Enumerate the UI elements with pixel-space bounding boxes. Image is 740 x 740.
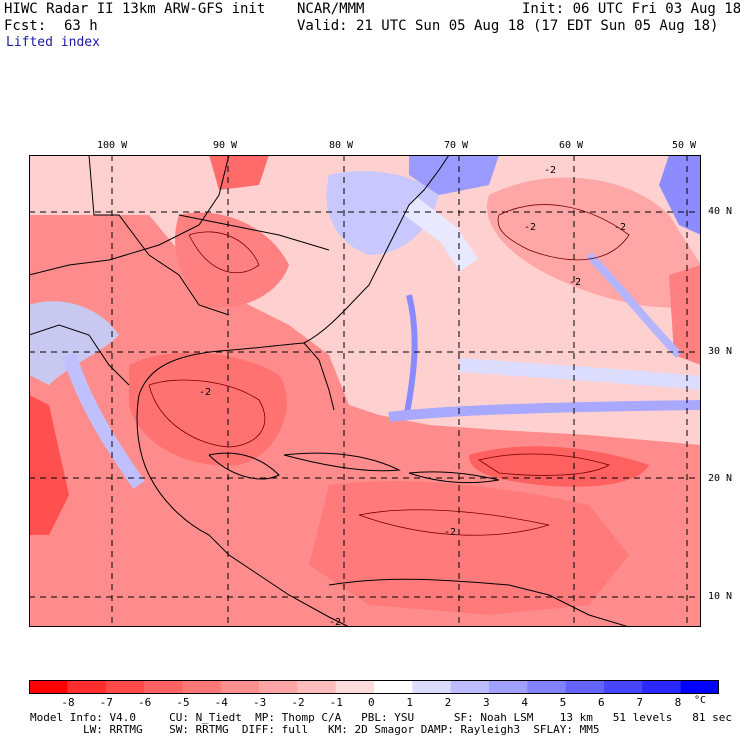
contour — [148, 379, 266, 448]
model-physics: LW: RRTMG SW: RRTMG DIFF: full KM: 2D Sm… — [30, 723, 600, 736]
lon-label: 100 W — [97, 140, 128, 151]
contour-label: -2 — [544, 165, 556, 176]
contour-label: -2 — [444, 527, 456, 538]
colorbar-tick: -3 — [253, 696, 267, 709]
colorbar-tick: -5 — [176, 696, 190, 709]
colorbar-cell — [527, 680, 567, 694]
forecast-label: Fcst: — [4, 18, 47, 34]
colorbar-cell — [105, 680, 145, 694]
forecast-hour: 63 h — [64, 18, 98, 34]
colorbar-cell — [374, 680, 413, 694]
model-title: HIWC Radar II 13km ARW-GFS init — [4, 1, 266, 17]
colorbar-cell — [259, 680, 298, 694]
stable-region — [326, 171, 439, 255]
colorbar-tick: 4 — [521, 696, 528, 709]
lat-label: 30 N — [708, 346, 733, 357]
unstable-region — [175, 212, 289, 308]
coastline — [303, 155, 450, 344]
stable-region — [388, 400, 701, 422]
unstable-region — [469, 446, 649, 487]
colorbar-cell — [67, 680, 107, 694]
colorbar-cell — [565, 680, 605, 694]
colorbar-tick: 2 — [444, 696, 452, 709]
colorbar-tick: -4 — [214, 696, 228, 709]
contour — [497, 204, 630, 261]
colorbar-cell — [297, 680, 337, 694]
colorbar-unit: °C — [694, 695, 707, 706]
colorbar-tick: -2 — [291, 696, 305, 709]
colorbar-cell — [144, 680, 183, 694]
init-time: Init: 06 UTC Fri 03 Aug 18 — [522, 1, 740, 17]
contour — [478, 453, 610, 476]
colorbar-cell — [220, 680, 260, 694]
coastline — [138, 342, 335, 411]
lat-label: 20 N — [708, 473, 733, 484]
field-name: Lifted index — [6, 35, 100, 50]
colorbar-cell — [412, 680, 452, 694]
lon-label: 70 W — [444, 140, 469, 151]
stable-region — [404, 294, 418, 414]
map-frame — [29, 155, 701, 627]
unstable-region — [29, 395, 69, 535]
colorbar-cell — [680, 680, 719, 694]
colorbar-tick: 1 — [406, 696, 413, 709]
lat-label: 10 N — [708, 591, 733, 602]
coastline — [408, 471, 500, 484]
contour — [188, 231, 260, 274]
unstable-region — [669, 265, 701, 365]
stable-region — [659, 155, 701, 235]
colorbar — [29, 680, 719, 694]
colorbar-tick: 6 — [598, 696, 605, 709]
contour-label: -2 — [524, 222, 536, 233]
colorbar-cell — [29, 680, 68, 694]
stable-region — [29, 301, 119, 385]
border — [88, 155, 230, 316]
colorbar-tick: -1 — [329, 696, 343, 709]
lon-label: 80 W — [329, 140, 354, 151]
border — [178, 214, 330, 251]
colorbar-tick: 3 — [483, 696, 490, 709]
colorbar-cell — [642, 680, 682, 694]
colorbar-outline — [29, 680, 719, 694]
contour — [358, 509, 550, 536]
valid-time: Valid: 21 UTC Sun 05 Aug 18 (17 EDT Sun … — [297, 18, 719, 34]
stable-region — [62, 352, 145, 489]
lifted-index-map: -2 -2 -2 -2 -2 -2 -2 — [29, 155, 701, 627]
colorbar-tick: -7 — [99, 696, 113, 709]
colorbar-cell — [450, 680, 490, 694]
contour-label: -2 — [329, 617, 341, 627]
coastline — [283, 452, 401, 472]
lon-label: 90 W — [213, 140, 238, 151]
stable-region — [586, 252, 682, 358]
colorbar-tick: 7 — [636, 696, 643, 709]
stable-region — [409, 155, 499, 195]
colorbar-tick: 0 — [368, 696, 375, 709]
border — [29, 324, 130, 386]
lon-label: 60 W — [559, 140, 584, 151]
colorbar-tick: 5 — [559, 696, 567, 709]
colorbar-cell — [182, 680, 222, 694]
colorbar-tick: 8 — [674, 696, 682, 709]
contour-label: -2 — [199, 387, 211, 398]
coastline — [136, 394, 350, 627]
colorbar-cell — [335, 680, 375, 694]
contour-label: -2 — [569, 277, 581, 288]
unstable-region — [487, 177, 701, 308]
colorbar-cell — [604, 680, 643, 694]
unstable-region — [309, 481, 629, 615]
lat-label: 40 N — [708, 206, 733, 217]
coastline — [328, 578, 630, 627]
colorbar-tick: -6 — [138, 696, 152, 709]
colorbar-cell — [489, 680, 528, 694]
contour-label: -2 — [614, 222, 626, 233]
coastline — [208, 452, 280, 480]
model-info: Model Info: V4.0 CU: N_Tiedt MP: Thomp C… — [30, 711, 732, 724]
stable-region — [402, 196, 479, 272]
colorbar-tick: -8 — [61, 696, 75, 709]
lon-label: 50 W — [672, 140, 697, 151]
stable-region — [458, 358, 701, 390]
unstable-region — [209, 155, 269, 190]
coastline — [29, 155, 230, 276]
organization: NCAR/MMM — [297, 1, 365, 17]
